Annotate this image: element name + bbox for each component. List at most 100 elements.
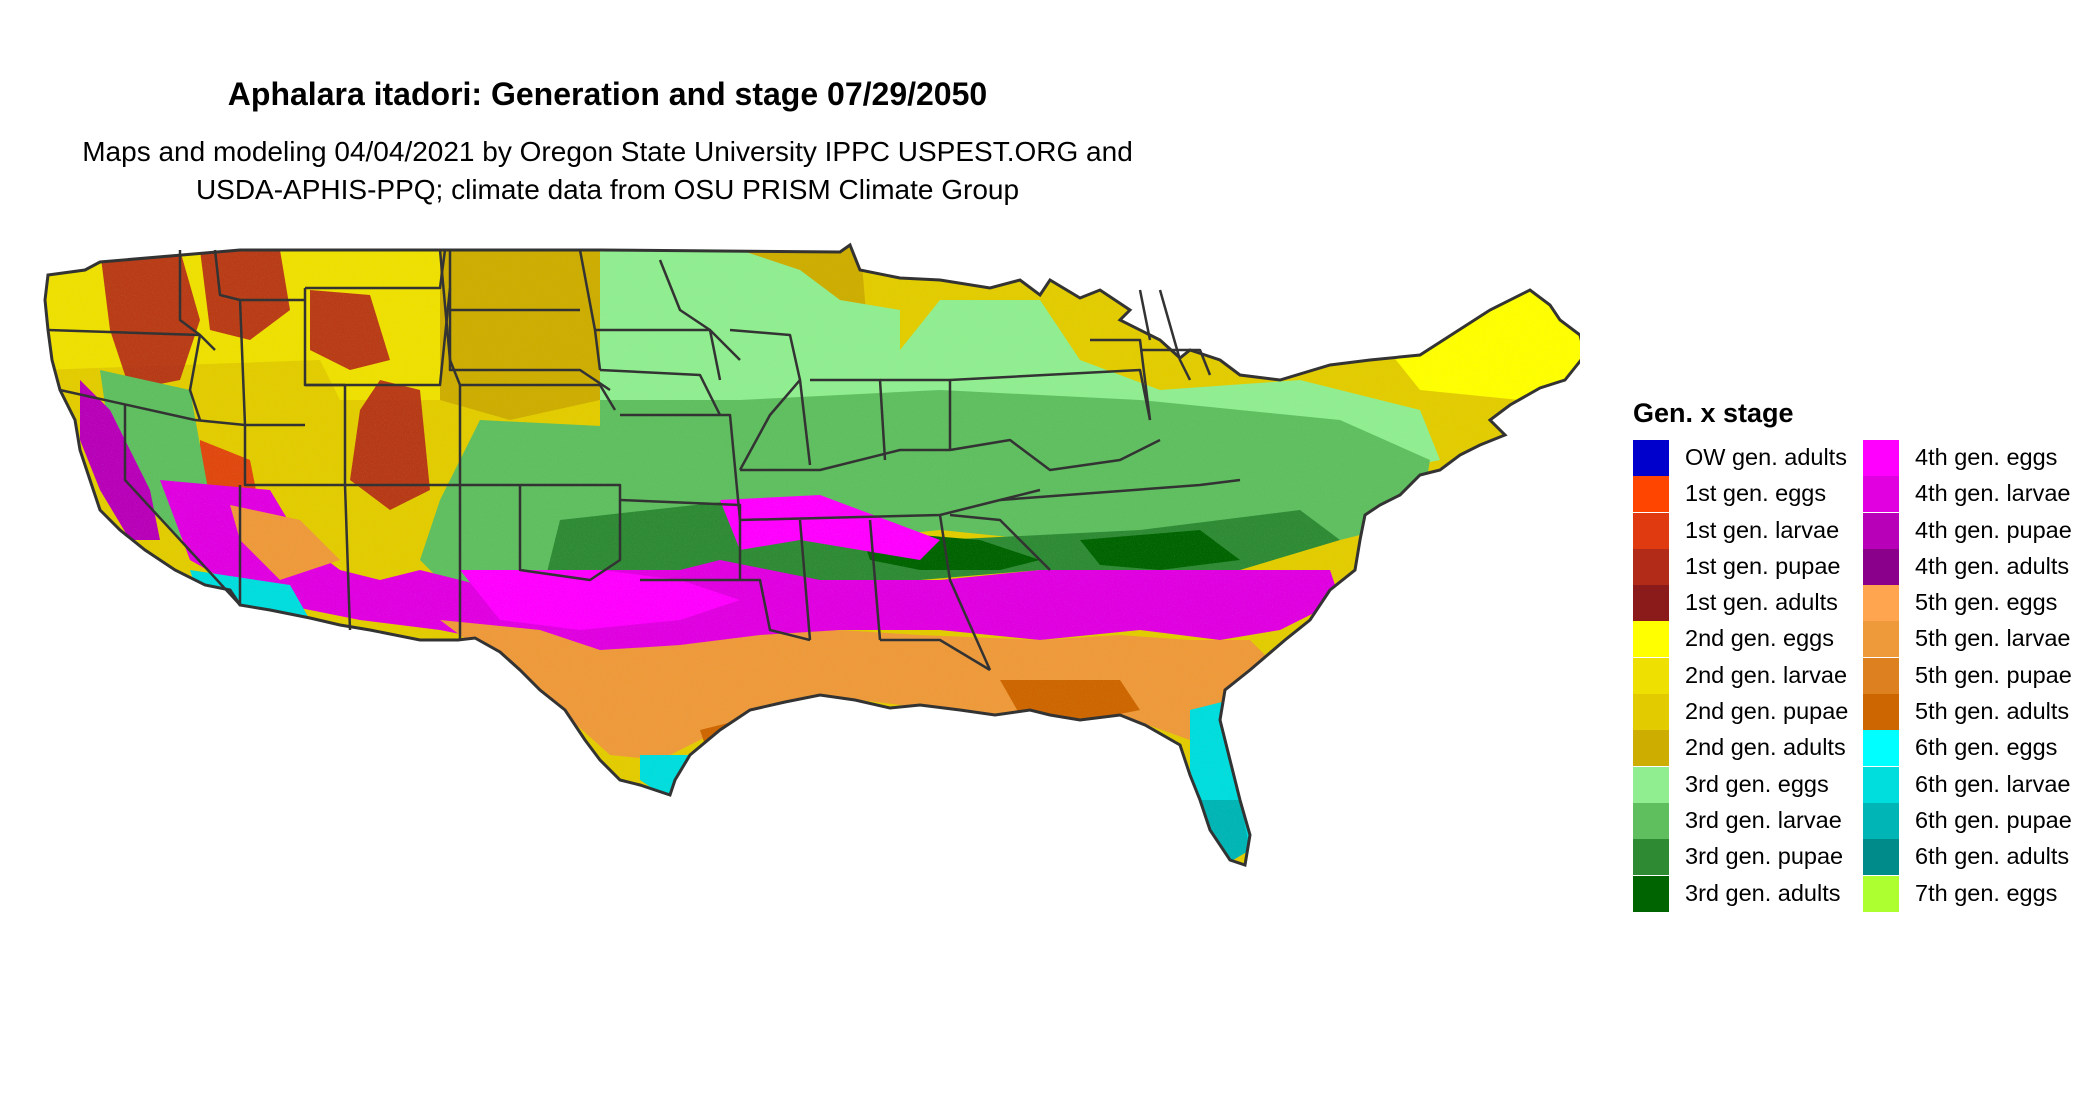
legend-label: 5th gen. larvae xyxy=(1915,625,2071,652)
legend-label: 3rd gen. larvae xyxy=(1685,806,1842,833)
legend-item: 7th gen. eggs xyxy=(1863,875,2093,912)
legend-column-1: OW gen. adults 1st gen. eggs 1st gen. larv… xyxy=(1633,440,1863,912)
legend-label: 6th gen. adults xyxy=(1915,843,2070,870)
legend-label: 1st gen. larvae xyxy=(1685,516,1840,543)
legend-label: 1st gen. adults xyxy=(1685,589,1838,616)
border-ia-mo xyxy=(599,368,722,416)
legend-swatch xyxy=(1633,657,1669,694)
legend-label: 4th gen. adults xyxy=(1915,552,2070,579)
legend-swatch xyxy=(1633,585,1669,622)
legend-item: 4th gen. eggs xyxy=(1863,440,2093,476)
legend-swatch xyxy=(1633,440,1669,476)
border-ms-al xyxy=(798,519,812,641)
legend-label: 3rd gen. adults xyxy=(1685,879,1841,906)
legend-item: OW gen. adults xyxy=(1633,440,1863,476)
legend-item: 1st gen. larvae xyxy=(1633,512,1863,549)
legend-swatch xyxy=(1633,512,1669,549)
legend-item: 4th gen. adults xyxy=(1863,548,2093,585)
legend-swatch xyxy=(1633,766,1669,803)
legend-swatch xyxy=(1863,548,1899,585)
legend-label: 5th gen. eggs xyxy=(1915,589,2058,616)
legend-label: 1st gen. pupae xyxy=(1685,552,1841,579)
legend-item: 5th gen. adults xyxy=(1863,694,2093,731)
legend-label: 4th gen. eggs xyxy=(1915,444,2058,470)
legend-item: 5th gen. eggs xyxy=(1863,585,2093,622)
border-mn-wi xyxy=(658,259,741,361)
legend-label: 5th gen. pupae xyxy=(1915,661,2072,688)
border-al-fl xyxy=(880,638,991,672)
border-mt-wy xyxy=(305,249,447,290)
legend-item: 2nd gen. eggs xyxy=(1633,621,1863,658)
subtitle-line-2: USDA-APHIS-PPQ; climate data from OSU PR… xyxy=(195,174,1020,205)
legend-label: 4th gen. pupae xyxy=(1915,516,2072,543)
legend-swatch xyxy=(1633,730,1669,767)
border-nv-ut-az xyxy=(243,425,345,487)
legend-label: 4th gen. larvae xyxy=(1915,480,2071,507)
border-nc-sc xyxy=(949,513,1051,571)
legend-item: 2nd gen. adults xyxy=(1633,730,1863,767)
border-ma-ct-ri xyxy=(1140,348,1212,376)
legend-swatch xyxy=(1633,548,1669,585)
border-al-ga xyxy=(868,519,882,641)
border-id-nv xyxy=(194,418,246,427)
border-ny-vt xyxy=(1090,338,1152,421)
border-ok-tx xyxy=(518,485,622,582)
legend-item: 3rd gen. eggs xyxy=(1633,766,1863,803)
border-ga-sc xyxy=(938,514,992,671)
border-ar-ok-la xyxy=(619,498,742,580)
legend-swatch xyxy=(1633,621,1669,658)
legend-swatch xyxy=(1633,839,1669,876)
legend-swatch xyxy=(1633,875,1669,912)
map-title: Aphalara itadori: Generation and stage 0… xyxy=(227,76,988,112)
border-tn-south xyxy=(739,488,1041,522)
border-vt-nh xyxy=(1138,289,1152,341)
legend-item: 3rd gen. larvae xyxy=(1633,802,1863,839)
border-ks-ok xyxy=(460,483,622,500)
border-sd-ne xyxy=(448,310,611,392)
border-ne-ks xyxy=(460,383,617,411)
legend-label: 3rd gen. pupae xyxy=(1685,843,1844,870)
legend-column-2: 4th gen. eggs 4th gen. larvae 4th gen. pup… xyxy=(1863,440,2093,912)
border-az-nm xyxy=(343,484,352,631)
border-or-id xyxy=(188,334,202,421)
legend-label: 2nd gen. adults xyxy=(1685,734,1846,761)
legend-item: 3rd gen. adults xyxy=(1633,875,1863,912)
legend-swatch xyxy=(1863,730,1899,767)
state-boundaries xyxy=(47,249,1241,672)
legend-label: 2nd gen. eggs xyxy=(1685,625,1834,652)
legend-label: 2nd gen. larvae xyxy=(1685,661,1848,688)
border-mo-ks-ar xyxy=(620,413,742,521)
border-id-mt xyxy=(213,249,247,426)
legend-item: 2nd gen. pupae xyxy=(1633,694,1863,731)
legend-label: 2nd gen. pupae xyxy=(1685,698,1849,725)
legend-label: OW gen. adults xyxy=(1685,444,1847,470)
legend-swatch xyxy=(1863,875,1899,912)
legend-item: 6th gen. eggs xyxy=(1863,730,2093,767)
legend-item: 1st gen. pupae xyxy=(1633,548,1863,585)
subtitle-line-1: Maps and modeling 04/04/2021 by Oregon S… xyxy=(82,136,1133,167)
legend-swatch xyxy=(1863,694,1899,731)
border-la-ms xyxy=(640,578,811,642)
legend-item: 4th gen. pupae xyxy=(1863,512,2093,549)
legend-label: 6th gen. pupae xyxy=(1915,806,2072,833)
legend-item: 6th gen. adults xyxy=(1863,839,2093,876)
legend-swatch xyxy=(1863,621,1899,658)
border-wa-id xyxy=(178,250,201,336)
legend-swatch xyxy=(1863,476,1899,513)
border-il-in xyxy=(798,379,812,466)
legend-item: 2nd gen. larvae xyxy=(1633,657,1863,694)
border-va-nc xyxy=(999,478,1241,502)
legend-item: 1st gen. adults xyxy=(1633,585,1863,622)
border-nh-me xyxy=(1158,289,1192,381)
us-generation-map xyxy=(43,243,1580,867)
legend-swatch xyxy=(1863,839,1899,876)
legend-label: 7th gen. eggs xyxy=(1915,879,2058,906)
legend-item: 1st gen. eggs xyxy=(1633,476,1863,513)
border-or-ca-nv xyxy=(59,388,196,422)
legend-swatch xyxy=(1863,802,1899,839)
border-ky-tn xyxy=(740,448,950,472)
border-ca-nv xyxy=(123,405,241,606)
legend-label: 5th gen. adults xyxy=(1915,698,2070,725)
legend-item: 5th gen. larvae xyxy=(1863,621,2093,658)
legend-item: 6th gen. larvae xyxy=(1863,766,2093,803)
